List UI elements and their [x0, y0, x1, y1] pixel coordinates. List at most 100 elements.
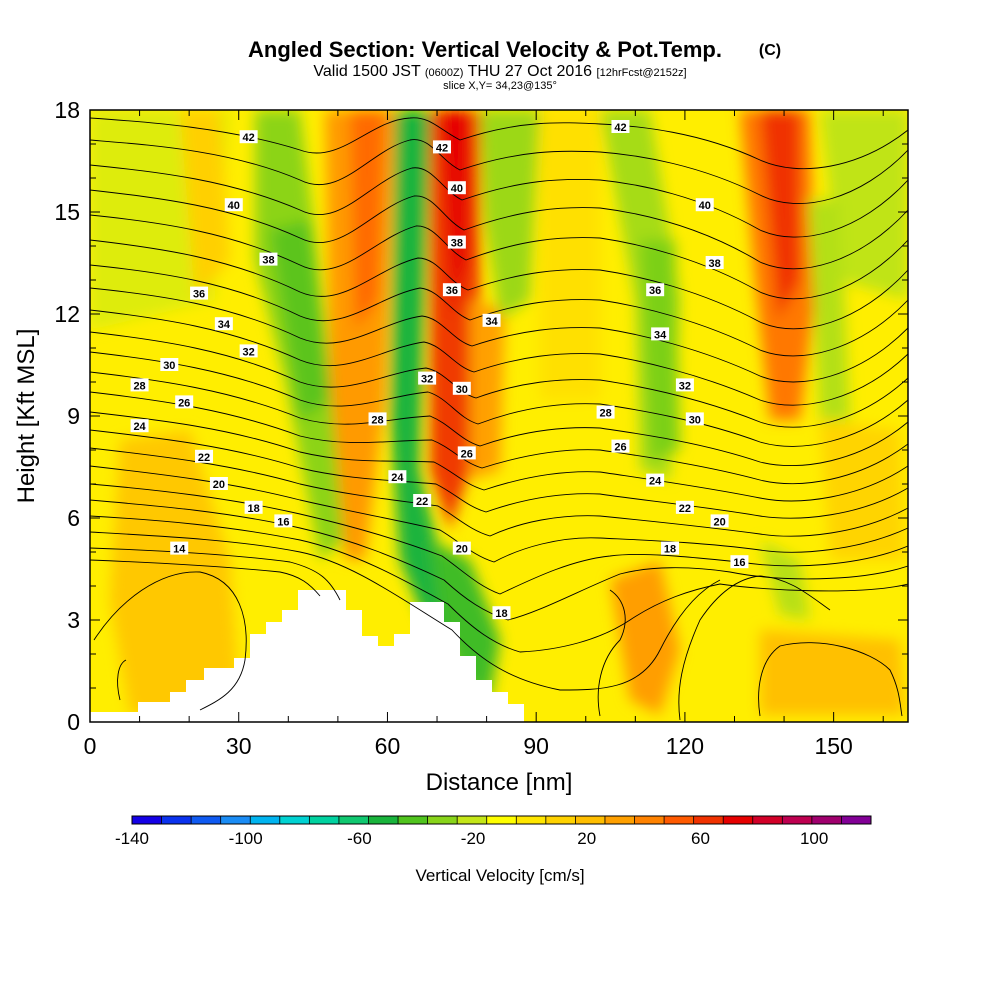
contour-label: 40: [695, 198, 714, 212]
contour-label: 42: [611, 120, 630, 134]
contour-label-text: 30: [456, 384, 468, 396]
colorbar-tick-label: -140: [115, 829, 149, 848]
contour-label-text: 34: [218, 319, 231, 331]
contour-label-bg: [457, 446, 476, 460]
contour-label-bg: [413, 494, 432, 507]
colorbar-swatch: [811, 816, 842, 824]
contour-label: 20: [710, 514, 729, 528]
contour-label-bg: [596, 405, 615, 419]
theta-contours: [90, 117, 908, 721]
contour-label-bg: [239, 130, 258, 144]
contour-label-text: 28: [599, 408, 611, 420]
contour-label: 34: [482, 313, 501, 328]
contour-label-text: 32: [679, 380, 691, 392]
contour-label-bg: [710, 514, 729, 528]
contour-label-text: 36: [446, 285, 458, 297]
field-left-orange: [110, 430, 240, 715]
colorbar-swatch: [782, 816, 813, 824]
contour-label-bg: [611, 439, 630, 453]
contour-label-text: 28: [133, 380, 145, 392]
contour-label-text: 22: [198, 452, 210, 464]
x-tick-label: 30: [226, 733, 252, 759]
theta-contour: [90, 411, 908, 502]
contour-label-text: 40: [228, 200, 240, 212]
valid-main: Valid 1500 JST: [313, 63, 421, 80]
contour-label-bg: [239, 344, 258, 358]
x-tick-label: 120: [666, 733, 704, 759]
theta-contour: [90, 447, 908, 537]
contour-label-text: 34: [654, 329, 667, 341]
theta-contour: [758, 642, 903, 717]
field-green-lowright: [760, 540, 810, 620]
colorbar-swatch: [220, 816, 251, 824]
contour-label-bg: [432, 140, 451, 154]
theta-contour: [90, 239, 908, 330]
field-green-band-1b: [270, 220, 330, 420]
contour-label: 24: [388, 470, 407, 484]
theta-contour: [90, 331, 908, 428]
contour-label: 36: [646, 283, 665, 297]
contour-label-text: 40: [451, 183, 463, 195]
contour-label: 18: [492, 606, 511, 620]
colorbar-swatch: [516, 816, 547, 824]
contour-label-text: 30: [163, 360, 175, 372]
contour-label-bg: [675, 500, 694, 514]
contour-label-text: 36: [193, 289, 205, 301]
contour-label-bg: [447, 235, 466, 249]
contour-label-text: 42: [243, 132, 255, 144]
theta-contour: [90, 117, 908, 170]
theta-contour: [93, 571, 247, 711]
contour-label-bg: [195, 449, 214, 463]
colorbar-swatch: [338, 816, 369, 824]
contour-label: 38: [705, 256, 724, 270]
colorbar-tick-label: 60: [691, 829, 710, 848]
contour-label: 42: [239, 130, 258, 144]
valid-zulu: (0600Z): [425, 67, 464, 79]
contour-label-bg: [175, 395, 194, 409]
contour-label-text: 38: [451, 238, 463, 250]
colorbar-swatch: [309, 816, 340, 824]
theta-contour: [678, 575, 831, 721]
contour-label-text: 42: [436, 142, 448, 154]
colorbar-swatch: [279, 816, 310, 824]
contour-label: 26: [175, 395, 194, 409]
contour-label-bg: [651, 327, 670, 341]
contour-label: 34: [214, 317, 233, 331]
theta-contour: [90, 559, 321, 597]
contour-label-bg: [418, 371, 437, 385]
theta-contour: [90, 214, 908, 300]
contour-label-text: 30: [689, 414, 701, 426]
contour-label: 24: [646, 473, 665, 488]
theta-contour: [90, 371, 908, 467]
contour-label: 16: [730, 555, 749, 569]
valid-time: Valid 1500 JST (0600Z) THU 27 Oct 2016 […: [313, 63, 686, 80]
contour-label: 26: [457, 446, 476, 460]
contour-label-bg: [492, 606, 511, 620]
field-red-right: [760, 110, 800, 320]
y-tick-label: 9: [67, 403, 80, 429]
colorbar-tick-label: 20: [577, 829, 596, 848]
contour-label: 22: [675, 500, 694, 515]
colorbar-tick-label: 100: [800, 829, 828, 848]
contour-label: 42: [432, 140, 451, 154]
contour-label: 16: [274, 514, 293, 528]
contour-label-text: 22: [679, 503, 691, 515]
contour-label: 38: [259, 252, 278, 267]
colorbar-swatch: [457, 816, 488, 824]
theta-contour: [90, 264, 908, 357]
contour-label: 18: [661, 541, 680, 556]
theta-contour: [90, 429, 908, 519]
contour-label-bg: [452, 381, 471, 395]
contour-label-text: 18: [495, 608, 507, 620]
contour-label-text: 32: [243, 346, 255, 358]
theta-contour: [90, 164, 908, 238]
contour-label: 30: [452, 381, 471, 396]
colorbar: -140 -100 -60 -20 20 60 100: [115, 815, 872, 848]
colorbar-tick-label: -20: [461, 829, 486, 848]
contour-label-text: 22: [416, 496, 428, 508]
theta-contour: [90, 515, 908, 653]
field-orange-band-1b: [350, 110, 385, 330]
theta-contour: [597, 589, 626, 717]
x-tick-label: 150: [814, 733, 852, 759]
